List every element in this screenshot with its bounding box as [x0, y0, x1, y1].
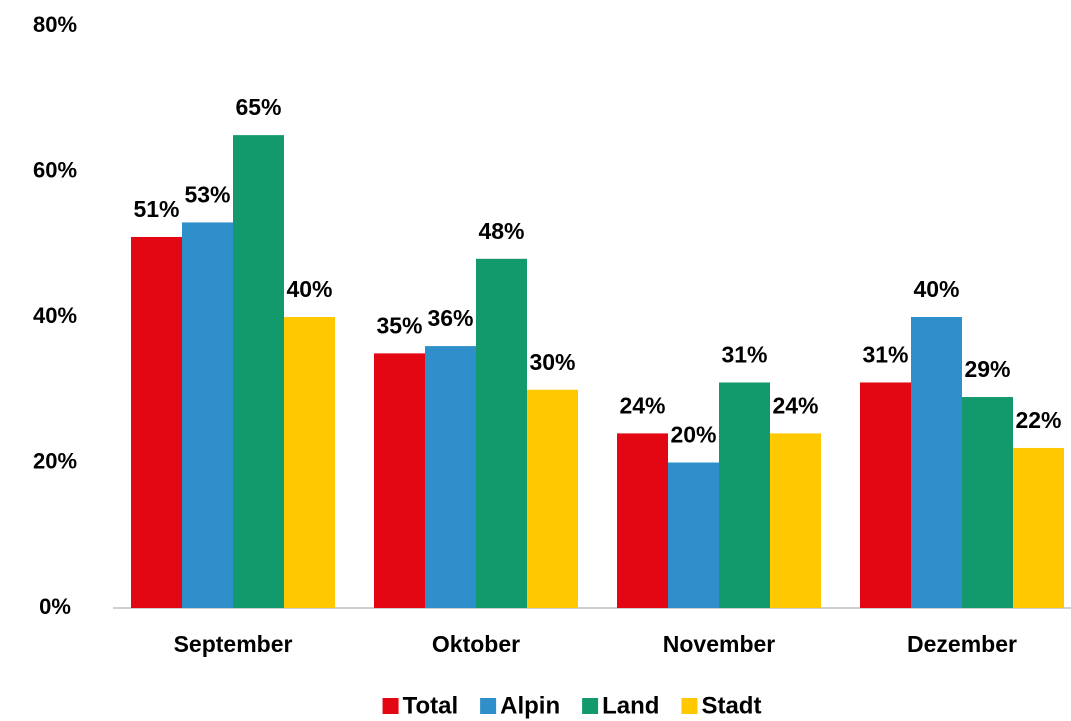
bar — [131, 236, 182, 608]
bar — [182, 222, 233, 609]
bar — [668, 462, 719, 608]
data-label: 24% — [772, 392, 818, 418]
data-label: 24% — [619, 392, 665, 418]
data-label: 31% — [721, 342, 767, 368]
data-label: 20% — [670, 422, 716, 448]
bar — [425, 346, 476, 608]
y-tick-label: 20% — [33, 448, 77, 473]
data-label: 35% — [376, 312, 422, 338]
bar — [770, 433, 821, 608]
legend-label: Total — [403, 692, 459, 719]
legend-label: Alpin — [500, 692, 560, 719]
data-label: 29% — [964, 356, 1010, 382]
legend-swatch — [382, 698, 399, 714]
bar — [374, 353, 425, 608]
data-label: 53% — [184, 182, 230, 208]
x-tick-label: September — [174, 631, 293, 657]
data-label: 51% — [133, 196, 179, 222]
x-tick-label: November — [663, 631, 776, 657]
legend-label: Land — [602, 692, 659, 719]
bar — [476, 258, 527, 608]
bar — [911, 317, 962, 608]
y-tick-label: 80% — [33, 12, 77, 37]
y-tick-label: 60% — [33, 157, 77, 182]
bar — [617, 433, 668, 608]
bar — [1013, 447, 1064, 608]
data-label: 40% — [286, 276, 332, 302]
data-label: 65% — [235, 94, 281, 120]
x-tick-label: Oktober — [432, 631, 520, 657]
data-label: 31% — [862, 342, 908, 368]
y-tick-label: 40% — [33, 303, 77, 328]
legend-swatch — [480, 698, 497, 714]
data-label: 36% — [427, 305, 473, 331]
bar — [284, 317, 335, 608]
data-label: 40% — [913, 276, 959, 302]
bar — [233, 135, 284, 608]
data-label: 30% — [529, 349, 575, 375]
bar — [962, 397, 1013, 608]
x-tick-label: Dezember — [907, 631, 1017, 657]
legend-swatch — [681, 698, 698, 714]
bar — [719, 382, 770, 608]
data-label: 22% — [1015, 407, 1061, 433]
legend-swatch — [582, 698, 599, 714]
bar — [527, 389, 578, 608]
y-tick-label: 0% — [39, 594, 71, 619]
data-label: 48% — [478, 218, 524, 244]
bar — [860, 382, 911, 608]
legend-label: Stadt — [701, 692, 761, 719]
